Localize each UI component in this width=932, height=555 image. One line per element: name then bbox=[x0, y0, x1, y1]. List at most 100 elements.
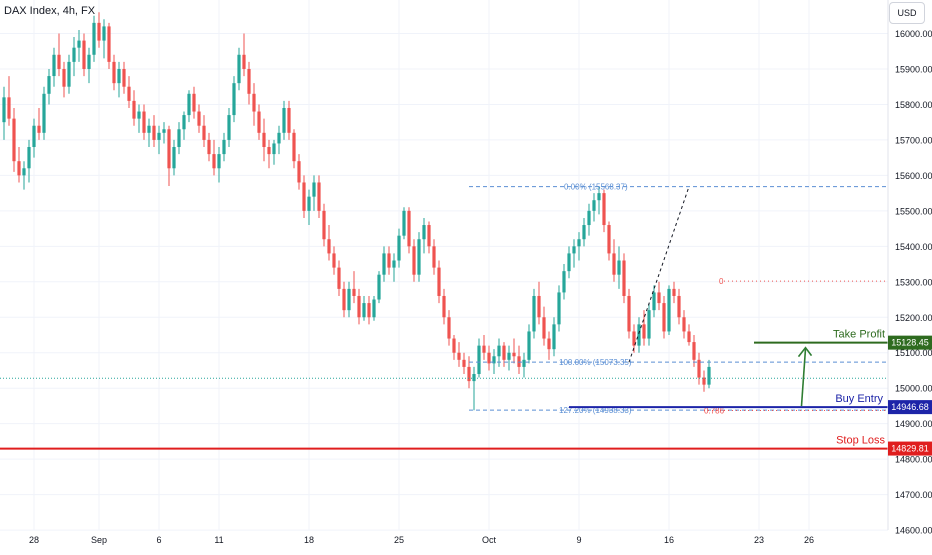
candle-body bbox=[182, 115, 186, 130]
candle bbox=[227, 107, 231, 148]
candle bbox=[237, 47, 241, 91]
candle-body bbox=[32, 125, 36, 148]
candle bbox=[672, 281, 676, 304]
candle-body bbox=[447, 317, 451, 339]
candle bbox=[327, 225, 331, 261]
time-tick-label: 26 bbox=[804, 535, 814, 545]
candle bbox=[117, 61, 121, 98]
time-tick-label: 11 bbox=[214, 535, 223, 545]
candle-body bbox=[97, 22, 101, 41]
candle-body bbox=[57, 54, 61, 69]
candle bbox=[447, 310, 451, 346]
candle-body bbox=[257, 111, 261, 133]
fib-label-ext: 127.20% (14938.33) bbox=[559, 406, 632, 415]
candle-body bbox=[567, 253, 571, 272]
candle-body bbox=[152, 125, 156, 140]
candle bbox=[402, 207, 406, 240]
candle-body bbox=[122, 68, 126, 87]
candle bbox=[597, 186, 601, 215]
candle bbox=[377, 271, 381, 304]
candle bbox=[697, 352, 701, 385]
candle bbox=[472, 366, 476, 411]
candle-body bbox=[407, 210, 411, 247]
candle bbox=[502, 342, 506, 367]
candle bbox=[582, 217, 586, 247]
candle bbox=[72, 37, 76, 77]
price-axis[interactable]: 16000.00 15900.00 15800.00 15700.00 15600.00… bbox=[895, 29, 932, 536]
candle-body bbox=[397, 235, 401, 261]
candle-body bbox=[132, 100, 136, 119]
candle bbox=[302, 175, 306, 218]
candle bbox=[407, 207, 411, 254]
candle bbox=[707, 359, 711, 389]
candle-body bbox=[197, 111, 201, 126]
candle-body bbox=[557, 292, 561, 325]
candle-body bbox=[542, 317, 546, 339]
candle-body bbox=[157, 132, 161, 140]
candle bbox=[362, 295, 366, 321]
fib-b-label-ext: 0.786 bbox=[704, 407, 725, 416]
candle bbox=[627, 288, 631, 339]
candle-body bbox=[312, 182, 316, 197]
candle-body bbox=[222, 139, 226, 155]
time-tick-label: Sep bbox=[91, 535, 107, 545]
candle-body bbox=[232, 83, 236, 116]
take-profit-price-tag-text: 15128.45 bbox=[891, 338, 929, 348]
candle-body bbox=[582, 225, 586, 240]
candle-body bbox=[507, 352, 511, 360]
candle bbox=[587, 203, 591, 236]
chart-title: DAX Index, 4h, FX bbox=[4, 5, 96, 17]
price-tick-label: 15200.00 bbox=[895, 313, 932, 323]
candle-body bbox=[142, 111, 146, 133]
candle bbox=[167, 125, 171, 187]
candle-body bbox=[362, 303, 366, 318]
projection-arrow bbox=[800, 348, 807, 407]
candle bbox=[692, 334, 696, 367]
candle bbox=[657, 281, 661, 311]
candle bbox=[162, 122, 166, 144]
candle-body bbox=[367, 303, 371, 318]
candle-body bbox=[277, 132, 281, 144]
candle-body bbox=[317, 182, 321, 211]
candle bbox=[147, 118, 151, 148]
candle bbox=[257, 104, 261, 140]
candle bbox=[427, 221, 431, 254]
candle-body bbox=[237, 54, 241, 84]
candle-body bbox=[62, 68, 66, 87]
candle-body bbox=[242, 54, 246, 69]
currency-button[interactable]: USD bbox=[889, 2, 925, 24]
candle bbox=[352, 271, 356, 304]
candle-body bbox=[192, 93, 196, 112]
candle bbox=[367, 295, 371, 325]
candle-body bbox=[707, 366, 711, 385]
candle-body bbox=[702, 377, 706, 385]
candle-body bbox=[372, 299, 376, 318]
price-tick-label: 15100.00 bbox=[895, 348, 932, 358]
candle-body bbox=[677, 295, 681, 318]
candle bbox=[157, 125, 161, 155]
candle bbox=[292, 129, 296, 169]
candle-body bbox=[287, 107, 291, 133]
time-tick-label: 6 bbox=[156, 535, 161, 545]
candle-body bbox=[382, 253, 386, 275]
candle bbox=[192, 86, 196, 119]
candle-body bbox=[412, 246, 416, 275]
candle bbox=[682, 310, 686, 339]
candle-body bbox=[77, 40, 81, 48]
time-axis[interactable]: 28 Sep 6 11 18 25 Oct 9 16 23 26 bbox=[29, 535, 814, 545]
candle bbox=[417, 232, 421, 282]
time-tick-label: Oct bbox=[482, 535, 497, 545]
candle bbox=[37, 107, 41, 140]
candle-body bbox=[627, 295, 631, 332]
candle bbox=[137, 104, 141, 133]
candle bbox=[262, 118, 266, 162]
candle bbox=[642, 310, 646, 346]
candle bbox=[122, 61, 126, 94]
candle bbox=[467, 356, 471, 389]
fib-label-top: 0.00% (15568.37) bbox=[564, 183, 628, 192]
price-tick-label: 15700.00 bbox=[895, 135, 932, 145]
candle bbox=[602, 189, 606, 233]
candle-body bbox=[107, 26, 111, 62]
